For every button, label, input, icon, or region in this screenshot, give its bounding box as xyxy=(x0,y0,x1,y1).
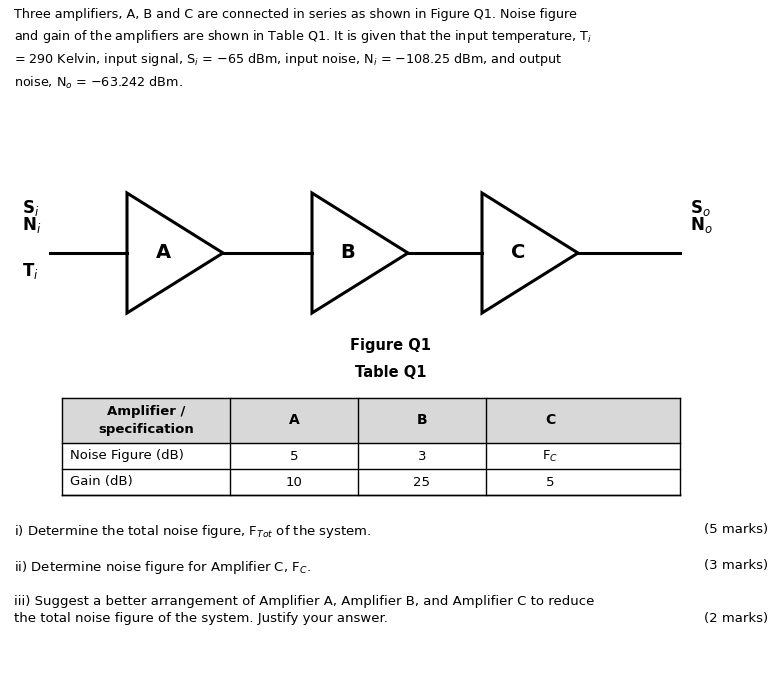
Text: C: C xyxy=(545,413,555,428)
Text: i) Determine the total noise figure, F$_{Tot}$ of the system.: i) Determine the total noise figure, F$_… xyxy=(14,523,371,540)
Text: (5 marks): (5 marks) xyxy=(704,523,768,536)
Text: iii) Suggest a better arrangement of Amplifier A, Amplifier B, and Amplifier C t: iii) Suggest a better arrangement of Amp… xyxy=(14,595,594,608)
Text: N$_i$: N$_i$ xyxy=(22,215,41,235)
Text: S$_o$: S$_o$ xyxy=(690,198,711,218)
Text: Noise Figure (dB): Noise Figure (dB) xyxy=(70,449,184,462)
Text: B: B xyxy=(341,244,355,262)
Text: S$_i$: S$_i$ xyxy=(22,198,39,218)
Text: A: A xyxy=(156,244,170,262)
Text: 5: 5 xyxy=(546,475,554,488)
Text: 10: 10 xyxy=(285,475,303,488)
Text: T$_i$: T$_i$ xyxy=(22,261,38,281)
Text: 25: 25 xyxy=(414,475,431,488)
Text: C: C xyxy=(511,244,526,262)
Text: (3 marks): (3 marks) xyxy=(704,559,768,572)
Text: Gain (dB): Gain (dB) xyxy=(70,475,133,488)
Text: (2 marks): (2 marks) xyxy=(704,612,768,625)
Text: Figure Q1: Figure Q1 xyxy=(350,338,432,353)
Text: ii) Determine noise figure for Amplifier C, F$_C$.: ii) Determine noise figure for Amplifier… xyxy=(14,559,311,576)
Text: Amplifier /
specification: Amplifier / specification xyxy=(98,406,194,436)
Text: N$_o$: N$_o$ xyxy=(690,215,712,235)
Text: 3: 3 xyxy=(418,449,426,462)
Text: A: A xyxy=(289,413,300,428)
Text: B: B xyxy=(417,413,427,428)
Text: 5: 5 xyxy=(290,449,298,462)
Text: Three amplifiers, A, B and C are connected in series as shown in Figure Q1. Nois: Three amplifiers, A, B and C are connect… xyxy=(14,8,592,91)
Text: Table Q1: Table Q1 xyxy=(355,365,427,380)
Text: the total noise figure of the system. Justify your answer.: the total noise figure of the system. Ju… xyxy=(14,612,388,625)
Text: F$_C$: F$_C$ xyxy=(542,449,558,464)
